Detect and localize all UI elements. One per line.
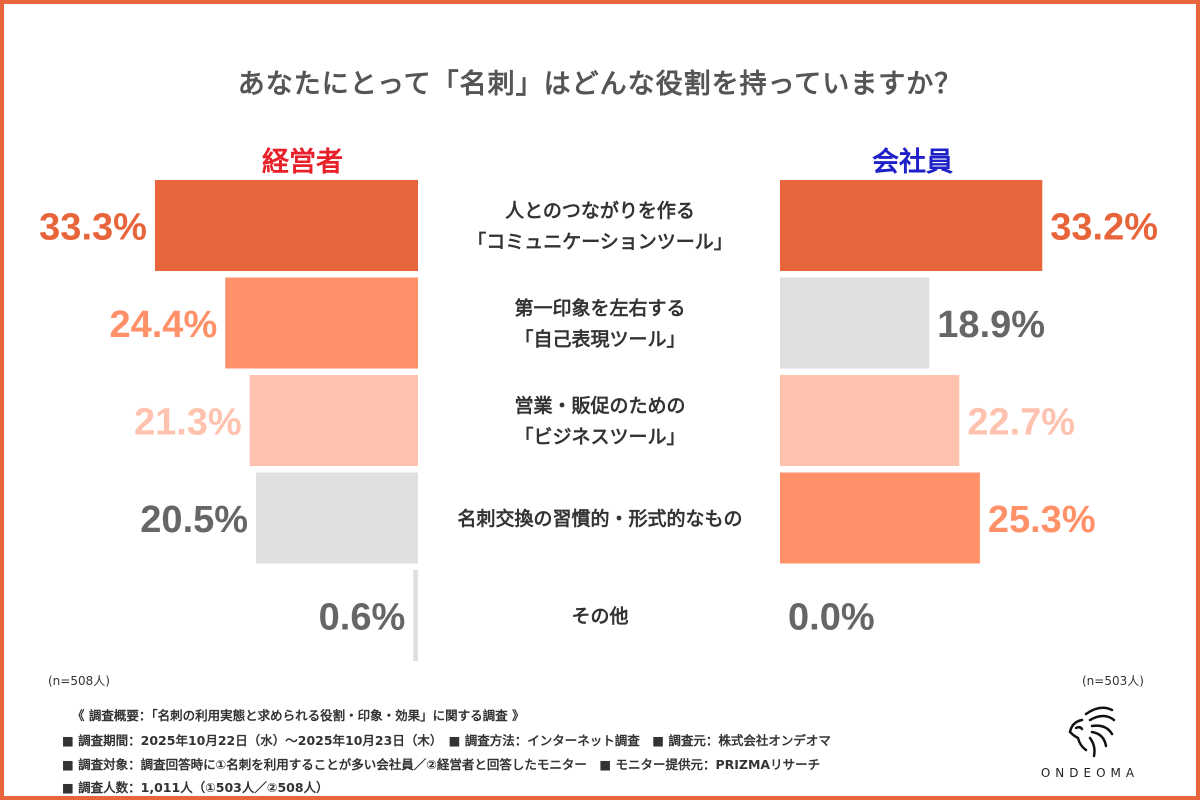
data-label: 25.3% — [988, 499, 1096, 541]
bar-employees — [780, 472, 980, 564]
footer-line-2: ■ 調査期間：2025年10月22日（水）～2025年10月23日（木） ■ 調… — [62, 733, 831, 748]
footer-line-4: ■ 調査人数：1,011人（①503人／②508人） — [62, 780, 329, 795]
butterfly-bar-chart: 33.3% 33.2% 人とのつながりを作る「コミュニケーションツール」 24.4% 1… — [39, 180, 1158, 661]
category-label: 「コミュニケーションツール」 — [467, 230, 733, 253]
bar-employees — [780, 375, 960, 466]
category-label: 名刺交換の習慣的・形式的なもの — [457, 507, 742, 530]
category-label: その他 — [571, 605, 628, 628]
data-label: 0.6% — [319, 597, 406, 639]
ondeoma-logo: ONDEOMA — [1035, 700, 1145, 780]
category-label: 「ビジネスツール」 — [514, 425, 685, 448]
footer-line-1: 《 調査概要：「名刺の利用実態と求められる役割・印象・効果」に関する調査 》 — [72, 708, 525, 723]
data-label: 21.3% — [134, 402, 242, 444]
lion-head-icon — [1068, 706, 1116, 758]
bar-executives — [249, 375, 418, 466]
category-label: 第一印象を左右する — [514, 297, 685, 320]
data-label: 18.9% — [937, 304, 1045, 346]
data-label: 0.0% — [788, 597, 875, 639]
bar-executives — [225, 277, 418, 369]
data-label: 33.2% — [1050, 207, 1158, 249]
bar-employees — [780, 277, 930, 369]
sample-size-employees: (n=503人) — [1082, 674, 1144, 688]
data-label: 33.3% — [39, 207, 147, 249]
bar-employees — [780, 180, 1043, 271]
series-label-employees: 会社員 — [872, 147, 953, 178]
bar-executives — [256, 472, 418, 564]
data-label: 20.5% — [140, 499, 248, 541]
category-label: 「自己表現ツール」 — [514, 328, 685, 351]
chart-title: あなたにとって「名刺」はどんな役割を持っていますか？ — [237, 69, 963, 100]
logo-text: ONDEOMA — [1040, 766, 1140, 780]
series-label-executives: 経営者 — [262, 147, 343, 178]
data-label: 24.4% — [109, 304, 217, 346]
bar-executives — [413, 570, 418, 661]
bar-executives — [154, 180, 418, 271]
sample-size-executives: (n=508人) — [48, 674, 110, 688]
footer-line-3: ■ 調査対象：調査回答時に①名刺を利用することが多い会社員／②経営者と回答したモ… — [62, 757, 821, 772]
data-label: 22.7% — [967, 402, 1075, 444]
category-label: 営業・販促のための — [514, 394, 685, 417]
category-label: 人とのつながりを作る — [505, 199, 695, 222]
